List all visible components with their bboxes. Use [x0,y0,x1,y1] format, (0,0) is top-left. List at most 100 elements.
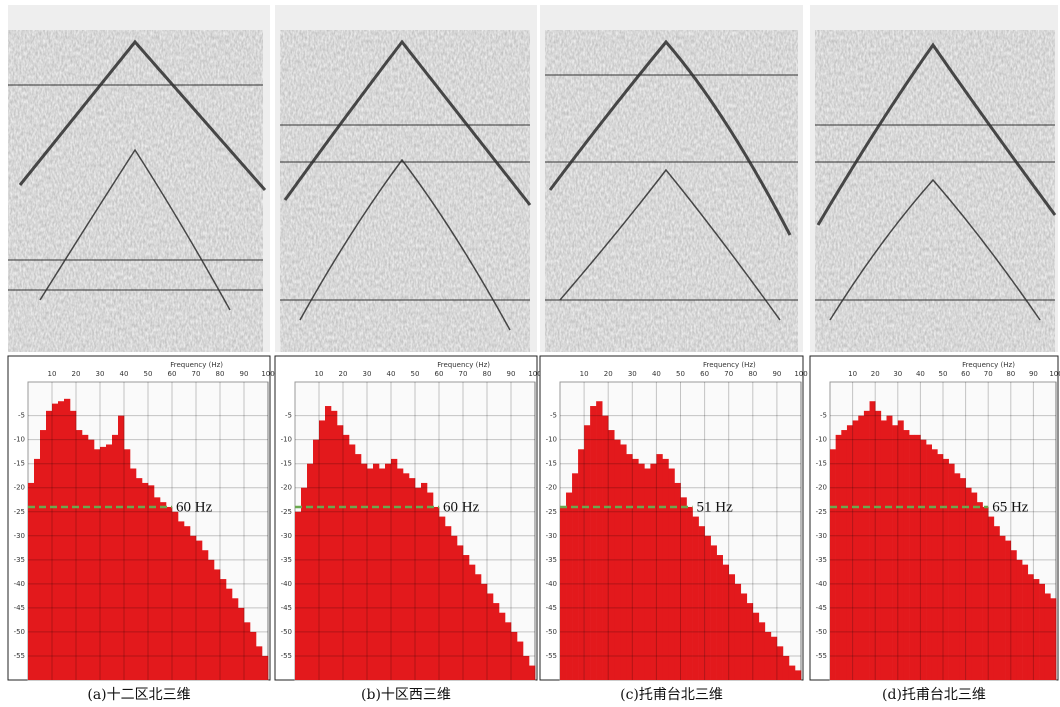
bar [445,526,452,680]
x-tick-label: 30 [628,370,637,378]
bar [82,434,89,680]
x-tick-label: 100 [528,370,541,378]
x-tick-label: 20 [72,370,81,378]
y-tick-label: -20 [14,484,25,492]
bar [457,545,464,680]
bar [931,449,938,680]
bar [722,564,729,680]
x-tick-label: 40 [120,370,129,378]
bar [596,401,603,680]
bar [909,434,916,680]
bar [892,425,899,680]
bar [614,439,621,680]
caption: (a)十二区北三维 [87,687,190,703]
x-tick-label: 20 [604,370,613,378]
y-tick-label: -55 [281,652,292,660]
x-tick-label: 80 [216,370,225,378]
bar [852,420,859,680]
bar [1016,559,1023,680]
x-tick-label: 10 [315,370,324,378]
y-tick-label: -55 [14,652,25,660]
bar [943,458,949,680]
bar [620,444,627,680]
bar [937,454,944,680]
bar [451,535,458,680]
bar [1005,540,1012,680]
y-tick-label: -30 [14,532,25,540]
axis-title: Frequency (Hz) [962,361,1015,369]
bar [716,555,723,680]
y-tick-label: -40 [546,580,557,588]
bar [644,468,651,680]
bar [988,516,995,680]
bar [202,550,209,680]
bar [523,655,530,680]
bar [982,506,989,680]
bar [481,583,488,680]
bar [355,454,362,680]
bar [76,430,83,680]
x-tick-label: 80 [748,370,757,378]
seismic-panels [8,5,1058,352]
bar [1044,593,1051,680]
x-tick-label: 30 [893,370,902,378]
bar [58,401,65,680]
bar [971,492,978,680]
x-tick-label: 10 [48,370,57,378]
bar [439,516,446,680]
bar [698,526,705,680]
bar [662,458,669,680]
bar [172,511,179,680]
bar [734,583,742,680]
bar [100,446,107,680]
bar [349,444,356,680]
bar [46,410,53,680]
bar [184,526,191,680]
bar [999,535,1006,680]
bar [758,622,766,680]
y-tick-label: -30 [816,532,827,540]
bar [220,579,227,680]
x-tick-label: 70 [459,370,468,378]
bar [710,545,717,680]
bar [313,439,320,680]
y-tick-label: -35 [816,556,827,564]
bar [367,468,374,680]
bar [160,502,167,680]
bar [897,420,904,680]
bar [136,478,143,680]
bar [373,463,380,680]
x-tick-label: 80 [483,370,492,378]
seismic-b [275,5,537,352]
bar [886,415,893,680]
bar [142,482,149,680]
bar [782,655,790,680]
y-tick-label: -30 [546,532,557,540]
x-tick-label: 90 [240,370,249,378]
bar [505,622,512,680]
y-tick-label: -35 [281,556,292,564]
bar [511,631,518,680]
bar [475,574,482,680]
bar [397,468,404,680]
y-tick-label: -15 [281,460,292,468]
bar [262,655,269,680]
x-tick-label: 10 [580,370,589,378]
bar [385,463,392,680]
bar [1022,564,1029,680]
y-tick-label: -45 [14,604,25,612]
bar [433,506,440,680]
bar [256,646,263,680]
y-tick-label: -15 [546,460,557,468]
bar [572,473,579,680]
bar [208,559,215,680]
bar [1050,598,1057,680]
seismic-a [8,5,270,352]
x-tick-label: 90 [772,370,781,378]
y-tick-label: -35 [14,556,25,564]
y-tick-label: -20 [546,484,557,492]
x-tick-label: 100 [1049,370,1060,378]
bar [196,540,203,680]
y-tick-label: -45 [281,604,292,612]
x-tick-label: 80 [1006,370,1015,378]
